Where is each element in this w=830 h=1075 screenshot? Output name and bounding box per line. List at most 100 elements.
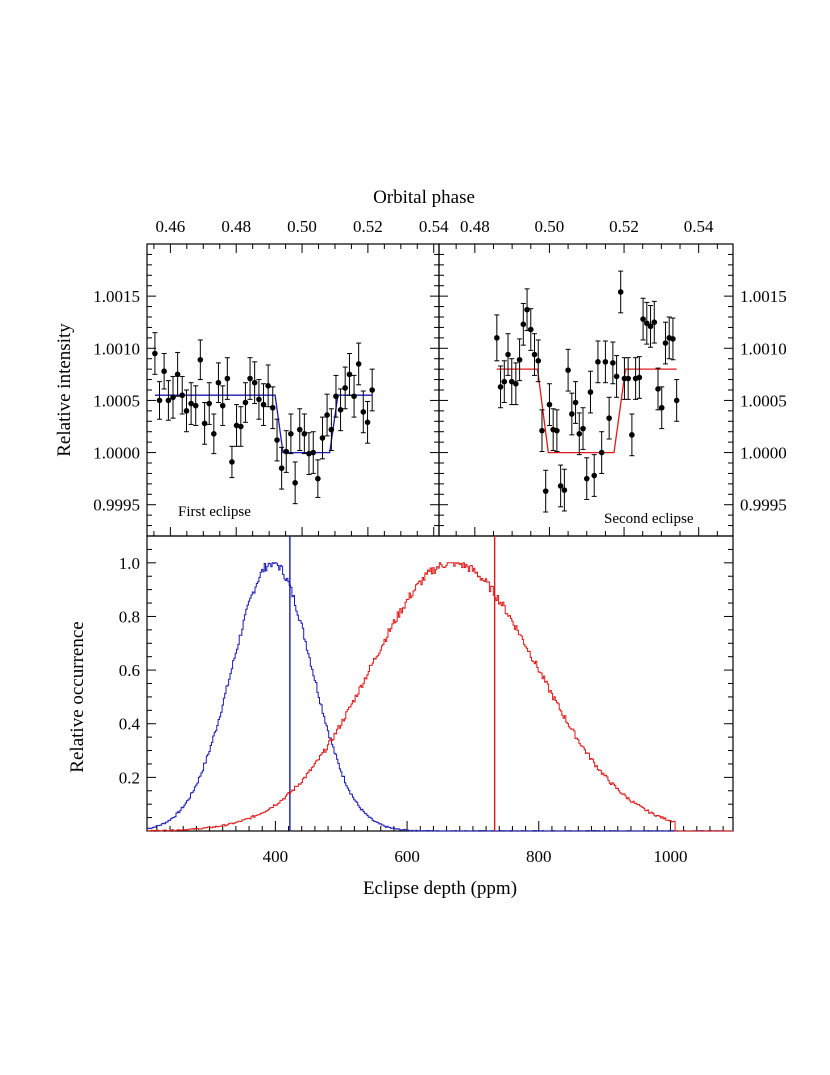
data-point (251, 379, 258, 386)
data-point (256, 396, 262, 403)
data-point (310, 449, 317, 456)
data-point (242, 399, 249, 406)
data-point (306, 450, 312, 457)
data-point (292, 480, 298, 486)
intensity-tick-label: 1.0000 (93, 444, 140, 463)
data-point (629, 432, 635, 438)
depth-tick-label: 800 (526, 847, 552, 866)
data-point (655, 386, 661, 392)
phase-tick-label: 0.52 (353, 217, 383, 236)
data-point (587, 389, 594, 395)
panel-label-first: First eclipse (178, 504, 251, 520)
transit-model-line (496, 368, 677, 454)
depth-tick-label: 1000 (653, 847, 687, 866)
data-point (640, 316, 646, 322)
phase-tick-label: 0.48 (460, 217, 490, 236)
data-point (170, 394, 176, 401)
data-point (238, 423, 244, 430)
data-point (364, 419, 371, 426)
data-point (201, 420, 208, 427)
phase-tick-label: 0.48 (221, 217, 251, 236)
data-point (539, 427, 545, 434)
depth-distribution-line (147, 562, 734, 832)
data-point (269, 404, 276, 411)
data-point (346, 371, 353, 378)
data-point (561, 487, 568, 493)
data-point (301, 431, 308, 437)
data-point (542, 488, 549, 494)
data-point (583, 475, 590, 482)
data-point (351, 393, 357, 400)
data-point (651, 319, 658, 326)
data-point (670, 336, 676, 342)
depth-tick-label: 400 (263, 847, 289, 866)
data-point (337, 407, 344, 413)
data-point (602, 359, 609, 365)
data-point (192, 402, 199, 409)
panel-frame-bottom (146, 535, 734, 832)
data-point (524, 306, 530, 313)
data-point (219, 402, 226, 409)
phase-tick-label: 0.50 (287, 217, 317, 236)
data-point (546, 401, 553, 408)
phase-tick-label: 0.54 (684, 217, 714, 236)
data-point (569, 411, 575, 417)
data-point (591, 472, 598, 479)
data-point (613, 373, 620, 380)
data-point (557, 483, 564, 489)
x-axis-title-bottom: Eclipse depth (ppm) (363, 878, 517, 899)
data-point (206, 400, 213, 407)
data-point (501, 378, 508, 385)
data-point (188, 400, 194, 407)
data-point (278, 465, 285, 472)
phase-tick-label: 0.52 (609, 217, 639, 236)
intensity-tick-label: 1.0010 (740, 339, 787, 358)
data-point (625, 375, 631, 382)
intensity-tick-label: 0.9995 (93, 496, 140, 515)
data-point (174, 371, 181, 378)
intensity-tick-label: 1.0015 (740, 287, 787, 306)
data-point (662, 340, 669, 346)
data-point (296, 426, 303, 433)
panel-frame-second (438, 243, 734, 537)
data-point (610, 360, 616, 366)
data-point (565, 367, 571, 373)
data-point (636, 374, 643, 381)
data-point (673, 397, 680, 404)
data-point (647, 323, 654, 330)
data-point (576, 431, 583, 437)
data-point (644, 320, 650, 327)
data-point (342, 385, 348, 391)
occurrence-tick-label: 0.8 (119, 607, 140, 626)
phase-tick-label: 0.46 (155, 217, 185, 236)
data-point (324, 412, 330, 418)
occurrence-tick-label: 0.4 (119, 715, 141, 734)
data-point (494, 335, 500, 341)
data-point (179, 392, 186, 399)
data-point (156, 397, 163, 404)
data-point (369, 387, 375, 393)
panel-label-second: Second eclipse (604, 511, 694, 527)
data-point (283, 448, 290, 455)
data-point (554, 427, 560, 434)
depth-distribution-line (147, 562, 733, 832)
intensity-tick-label: 1.0000 (740, 444, 787, 463)
data-point (224, 375, 231, 382)
intensity-tick-label: 1.0015 (93, 287, 140, 306)
data-point (520, 321, 527, 328)
top-axis-title: Orbital phase (373, 187, 475, 208)
data-point (527, 326, 534, 333)
data-point (315, 475, 321, 482)
data-point (265, 383, 271, 389)
data-point (505, 351, 511, 358)
data-point (598, 449, 605, 456)
data-point (516, 356, 523, 363)
phase-tick-label: 0.54 (419, 217, 449, 236)
data-point (229, 459, 235, 465)
data-point (572, 399, 579, 406)
data-point (197, 356, 204, 363)
data-point (497, 384, 504, 390)
phase-tick-label: 0.50 (535, 217, 565, 236)
data-point (617, 289, 624, 295)
data-point (233, 422, 240, 429)
